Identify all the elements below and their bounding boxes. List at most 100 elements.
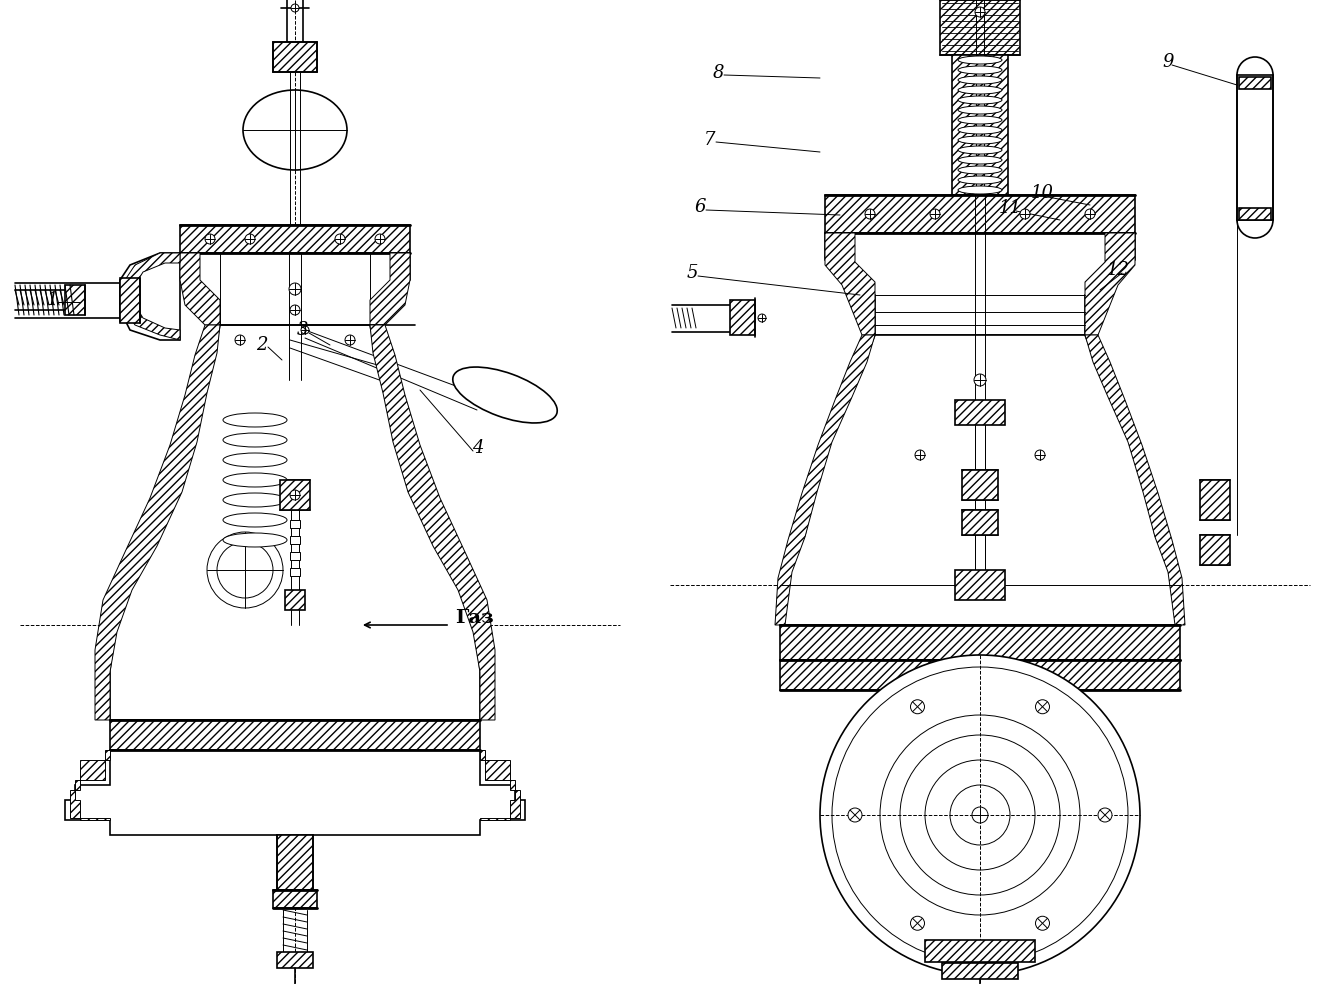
Bar: [280, 480, 310, 510]
Bar: [220, 253, 370, 325]
Bar: [941, 963, 1018, 979]
Polygon shape: [110, 325, 480, 720]
Ellipse shape: [223, 513, 286, 527]
Ellipse shape: [957, 56, 1002, 64]
Circle shape: [1237, 202, 1273, 238]
Circle shape: [1237, 57, 1273, 93]
Polygon shape: [1085, 233, 1135, 335]
Text: 12: 12: [1106, 261, 1130, 279]
Ellipse shape: [223, 453, 286, 467]
Bar: [277, 835, 313, 890]
Bar: [940, 0, 1020, 55]
Circle shape: [758, 314, 766, 322]
Ellipse shape: [957, 66, 1002, 74]
Text: 9: 9: [1163, 53, 1174, 71]
Ellipse shape: [957, 106, 1002, 114]
Bar: [285, 590, 305, 610]
Ellipse shape: [957, 186, 1002, 194]
Ellipse shape: [223, 473, 286, 487]
Circle shape: [335, 234, 345, 244]
Bar: [119, 278, 141, 323]
Circle shape: [290, 490, 300, 500]
Ellipse shape: [957, 96, 1002, 104]
Text: 8: 8: [712, 64, 724, 82]
Polygon shape: [95, 325, 220, 720]
Text: 10: 10: [1030, 184, 1053, 202]
Polygon shape: [65, 750, 525, 835]
Ellipse shape: [223, 433, 286, 447]
Bar: [277, 952, 313, 968]
Ellipse shape: [957, 176, 1002, 184]
Polygon shape: [125, 253, 180, 340]
Bar: [180, 225, 410, 253]
Circle shape: [345, 335, 355, 345]
Circle shape: [911, 700, 924, 713]
Polygon shape: [180, 253, 220, 325]
Bar: [1237, 75, 1273, 220]
Text: 6: 6: [695, 198, 705, 216]
Circle shape: [290, 4, 298, 12]
Bar: [1200, 535, 1231, 565]
Circle shape: [865, 209, 875, 219]
Polygon shape: [1085, 335, 1185, 625]
Circle shape: [217, 542, 273, 598]
Text: 3: 3: [297, 321, 309, 339]
Ellipse shape: [957, 166, 1002, 174]
Text: 4: 4: [472, 439, 484, 457]
Polygon shape: [70, 750, 110, 820]
Polygon shape: [825, 233, 875, 335]
Bar: [290, 536, 300, 544]
Circle shape: [915, 450, 926, 460]
Polygon shape: [480, 750, 520, 820]
Circle shape: [375, 234, 385, 244]
Ellipse shape: [957, 86, 1002, 94]
Bar: [731, 300, 754, 335]
Circle shape: [975, 374, 987, 386]
Ellipse shape: [223, 493, 286, 507]
Circle shape: [930, 209, 940, 219]
Circle shape: [1036, 450, 1045, 460]
Circle shape: [849, 808, 862, 822]
Polygon shape: [780, 335, 1180, 625]
Bar: [273, 42, 317, 72]
Bar: [1238, 208, 1272, 220]
Bar: [65, 285, 85, 315]
Ellipse shape: [957, 126, 1002, 134]
Circle shape: [207, 532, 282, 608]
Bar: [110, 720, 480, 750]
Ellipse shape: [223, 533, 286, 547]
Bar: [780, 660, 1180, 690]
Ellipse shape: [452, 367, 557, 423]
Text: 2: 2: [256, 336, 268, 354]
Circle shape: [290, 305, 300, 315]
Text: 5: 5: [687, 264, 697, 282]
Ellipse shape: [223, 413, 286, 427]
Bar: [952, 55, 1008, 195]
Bar: [961, 470, 998, 500]
Ellipse shape: [957, 156, 1002, 164]
Circle shape: [1036, 700, 1049, 713]
Bar: [926, 940, 1036, 962]
Circle shape: [301, 326, 309, 334]
Bar: [1200, 480, 1231, 520]
Circle shape: [911, 916, 924, 930]
Circle shape: [880, 715, 1079, 915]
Text: Газ: Газ: [455, 609, 493, 627]
Ellipse shape: [957, 146, 1002, 154]
Bar: [780, 625, 1180, 660]
Polygon shape: [180, 253, 410, 325]
Bar: [961, 510, 998, 535]
Bar: [290, 552, 300, 560]
Circle shape: [819, 655, 1140, 975]
Ellipse shape: [243, 90, 347, 170]
Bar: [290, 520, 300, 528]
Bar: [290, 568, 300, 576]
Ellipse shape: [957, 76, 1002, 84]
Circle shape: [245, 234, 255, 244]
Polygon shape: [774, 335, 875, 625]
Circle shape: [235, 335, 245, 345]
Circle shape: [289, 283, 301, 295]
Circle shape: [1020, 209, 1030, 219]
Bar: [825, 195, 1135, 233]
Circle shape: [972, 807, 988, 823]
